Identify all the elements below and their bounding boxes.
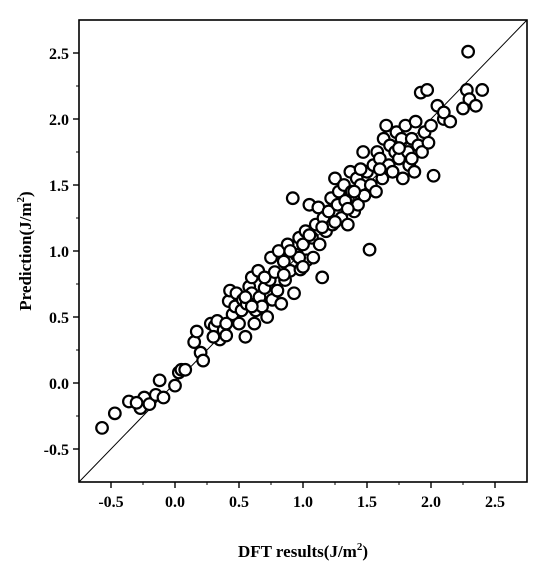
data-point [340, 201, 355, 216]
data-point [407, 164, 422, 179]
data-point [287, 286, 301, 301]
data-point [196, 353, 211, 368]
y-tick-label: 1.0 [49, 244, 69, 261]
y-axis-label: Prediction(J/m2) [15, 191, 35, 310]
data-point [238, 290, 253, 305]
data-point [315, 270, 330, 285]
data-point [276, 254, 291, 269]
data-point [315, 220, 330, 235]
data-point [385, 164, 400, 179]
data-point [274, 296, 289, 311]
y-tick-label: 2.5 [49, 46, 69, 63]
data-point [247, 316, 262, 331]
data-point [244, 299, 259, 314]
data-point [392, 141, 406, 155]
data-point [306, 250, 321, 265]
data-point [456, 101, 470, 116]
data-point [436, 105, 451, 120]
data-point [369, 184, 383, 199]
x-tick-label: 2.0 [421, 494, 441, 511]
y-tick-label: 0.5 [49, 310, 69, 327]
data-point [340, 217, 355, 232]
data-point [395, 171, 410, 186]
data-point [95, 420, 109, 435]
y-tick-label: -0.5 [44, 442, 69, 459]
data-point [372, 162, 387, 177]
data-point [353, 162, 368, 177]
data-point [426, 168, 441, 183]
x-tick-label: 1.5 [357, 494, 377, 511]
y-axis: -0.5 0.0 0.5 1.0 1.5 2.0 2.5 [44, 46, 79, 459]
x-tick-label: 2.5 [485, 494, 505, 511]
data-point [379, 118, 394, 133]
x-tick-label: 0.5 [229, 494, 249, 511]
data-point [296, 237, 310, 252]
data-point [238, 329, 253, 344]
data-point [283, 244, 298, 258]
data-point [347, 184, 362, 199]
data-point [415, 145, 429, 159]
data-point [189, 324, 204, 339]
data-point [424, 118, 438, 133]
data-point [178, 362, 193, 377]
x-tick-label: -0.5 [98, 494, 123, 511]
x-tick-label: 1.0 [293, 494, 313, 511]
data-point [302, 228, 317, 243]
x-axis: -0.5 0.0 0.5 1.0 1.5 2.0 2.5 [98, 482, 505, 511]
x-axis-label: DFT results(J/m2) [238, 541, 368, 561]
data-point [420, 83, 435, 97]
data-point [421, 135, 436, 150]
data-points [95, 44, 490, 435]
data-point [219, 328, 234, 343]
data-point [142, 397, 157, 412]
data-point [206, 329, 221, 344]
y-tick-label: 1.5 [49, 178, 69, 195]
data-point [285, 191, 300, 206]
data-point [443, 114, 458, 129]
data-point [168, 378, 182, 393]
data-point [257, 270, 272, 285]
data-point [312, 237, 327, 252]
data-point [328, 215, 342, 229]
y-tick-label: 2.0 [49, 112, 69, 129]
data-point [270, 283, 285, 298]
data-point [356, 145, 371, 159]
data-point [461, 44, 476, 59]
x-tick-label: 0.0 [165, 494, 185, 511]
data-point [321, 204, 336, 219]
data-point [404, 151, 419, 166]
data-point [219, 316, 234, 331]
y-tick-label: 0.0 [49, 376, 69, 393]
data-point [296, 259, 310, 274]
data-point [129, 395, 144, 410]
data-point [408, 114, 423, 129]
data-point [156, 390, 171, 405]
data-point [260, 310, 275, 324]
data-point [475, 83, 490, 97]
data-point [276, 267, 291, 282]
data-point [468, 98, 483, 113]
data-point [328, 171, 342, 186]
data-point [232, 316, 246, 331]
data-point [107, 406, 122, 421]
data-point [152, 373, 167, 388]
data-point [362, 242, 377, 257]
